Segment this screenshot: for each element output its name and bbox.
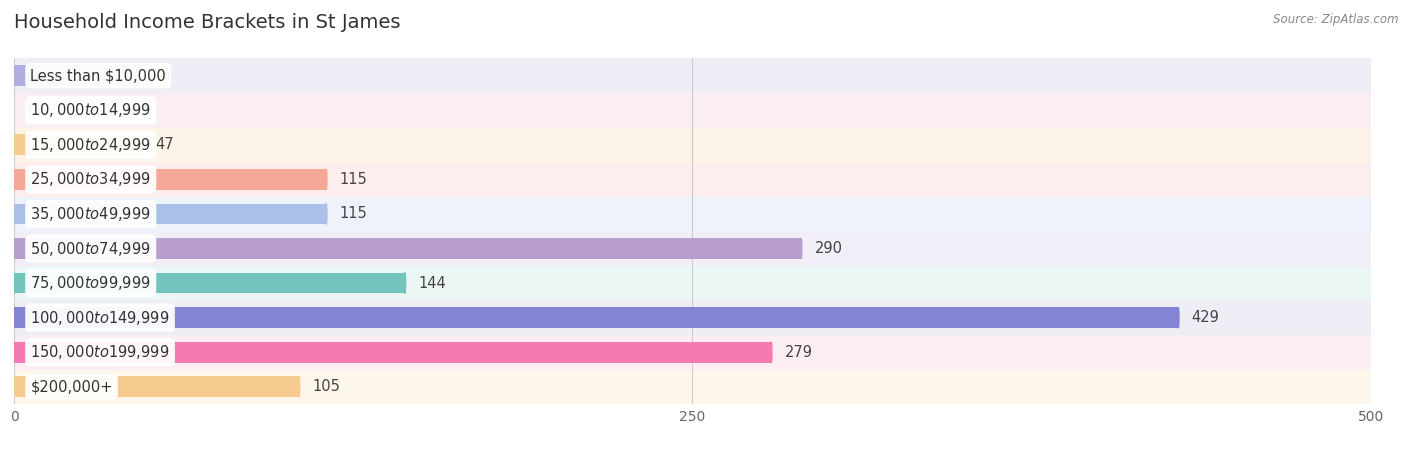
Bar: [14, 93, 1371, 128]
Text: 105: 105: [312, 379, 340, 394]
Circle shape: [325, 169, 328, 190]
Circle shape: [13, 169, 15, 190]
Text: 144: 144: [419, 276, 446, 291]
Text: 290: 290: [814, 241, 842, 256]
Text: $75,000 to $99,999: $75,000 to $99,999: [31, 274, 152, 292]
Circle shape: [404, 273, 405, 294]
Bar: [14, 266, 1371, 300]
Text: Source: ZipAtlas.com: Source: ZipAtlas.com: [1274, 13, 1399, 26]
Circle shape: [13, 376, 15, 397]
Circle shape: [13, 203, 15, 224]
Text: 115: 115: [340, 207, 367, 221]
Text: $200,000+: $200,000+: [31, 379, 112, 394]
Bar: [14, 307, 1178, 328]
Bar: [14, 273, 405, 294]
Text: $35,000 to $49,999: $35,000 to $49,999: [31, 205, 152, 223]
Text: 46: 46: [152, 68, 172, 83]
Text: $15,000 to $24,999: $15,000 to $24,999: [31, 136, 152, 154]
Circle shape: [141, 134, 142, 155]
Text: $50,000 to $74,999: $50,000 to $74,999: [31, 239, 152, 258]
Bar: [14, 231, 1371, 266]
Text: 47: 47: [155, 137, 174, 152]
Bar: [14, 162, 1371, 197]
Circle shape: [325, 203, 328, 224]
Circle shape: [13, 65, 15, 86]
Text: 0: 0: [28, 103, 37, 118]
Circle shape: [298, 376, 299, 397]
Circle shape: [13, 342, 15, 363]
Text: Household Income Brackets in St James: Household Income Brackets in St James: [14, 13, 401, 32]
Text: $25,000 to $34,999: $25,000 to $34,999: [31, 170, 152, 189]
Bar: [14, 370, 1371, 404]
Text: $150,000 to $199,999: $150,000 to $199,999: [31, 343, 170, 361]
Bar: [14, 134, 142, 155]
Bar: [14, 197, 1371, 231]
Bar: [14, 58, 1371, 93]
Bar: [14, 169, 326, 190]
Circle shape: [138, 65, 139, 86]
Circle shape: [13, 273, 15, 294]
Text: 429: 429: [1192, 310, 1219, 325]
Circle shape: [13, 307, 15, 328]
Circle shape: [770, 342, 772, 363]
Bar: [14, 238, 801, 259]
Bar: [14, 342, 770, 363]
Text: $100,000 to $149,999: $100,000 to $149,999: [31, 308, 170, 327]
Bar: [14, 300, 1371, 335]
Text: 279: 279: [785, 345, 813, 360]
Bar: [14, 335, 1371, 370]
Circle shape: [13, 238, 15, 259]
Bar: [14, 376, 299, 397]
Bar: [14, 65, 139, 86]
Bar: [14, 203, 326, 224]
Text: $10,000 to $14,999: $10,000 to $14,999: [31, 101, 152, 119]
Circle shape: [800, 238, 801, 259]
Circle shape: [13, 134, 15, 155]
Text: 115: 115: [340, 172, 367, 187]
Circle shape: [1177, 307, 1180, 328]
Bar: [14, 128, 1371, 162]
Text: Less than $10,000: Less than $10,000: [31, 68, 166, 83]
